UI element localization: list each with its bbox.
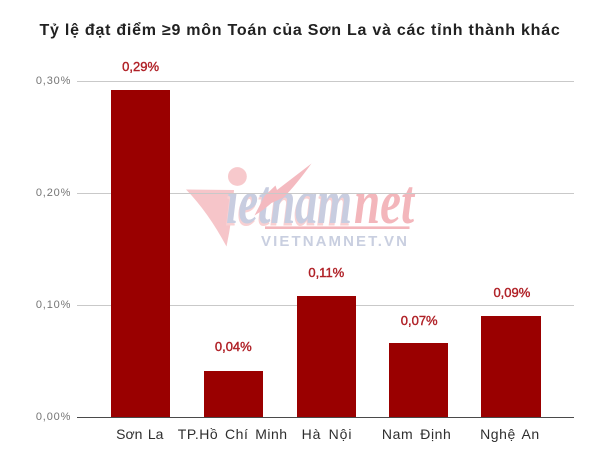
svg-text:VIETNAMNET.VN: VIETNAMNET.VN [261,233,410,250]
svg-text:ıetnam: ıetnam [226,166,352,237]
svg-text:net: net [354,166,416,237]
